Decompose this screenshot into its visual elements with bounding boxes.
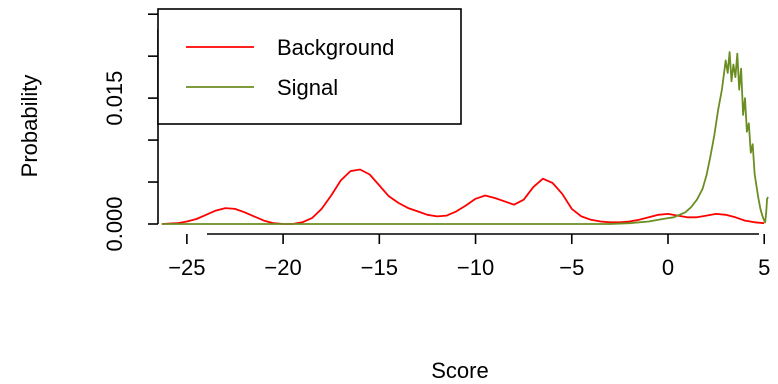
plot-area (161, 51, 769, 225)
legend-label-background: Background (277, 35, 394, 60)
y-tick-label: 0.000 (102, 196, 127, 251)
x-tick-label: −10 (457, 255, 494, 280)
y-axis-title: Probability (17, 75, 42, 178)
series-line-background (161, 168, 765, 225)
x-tick-label: −15 (361, 255, 398, 280)
x-axis-title: Score (431, 358, 488, 383)
x-tick-label: −25 (168, 255, 205, 280)
legend-label-signal: Signal (277, 75, 338, 100)
x-axis-ticks: −25 −20 −15 −10 −5 0 5 (168, 234, 770, 280)
y-tick-label: 0.015 (102, 71, 127, 126)
y-axis-ticks: 0.000 0.015 (102, 13, 158, 252)
x-tick-label: 5 (758, 255, 770, 280)
x-tick-label: −20 (264, 255, 301, 280)
legend-box (157, 8, 462, 125)
x-tick-label: −5 (559, 255, 584, 280)
series-line-signal (161, 51, 769, 225)
x-tick-label: 0 (662, 255, 674, 280)
legend: Background Signal (157, 8, 462, 125)
